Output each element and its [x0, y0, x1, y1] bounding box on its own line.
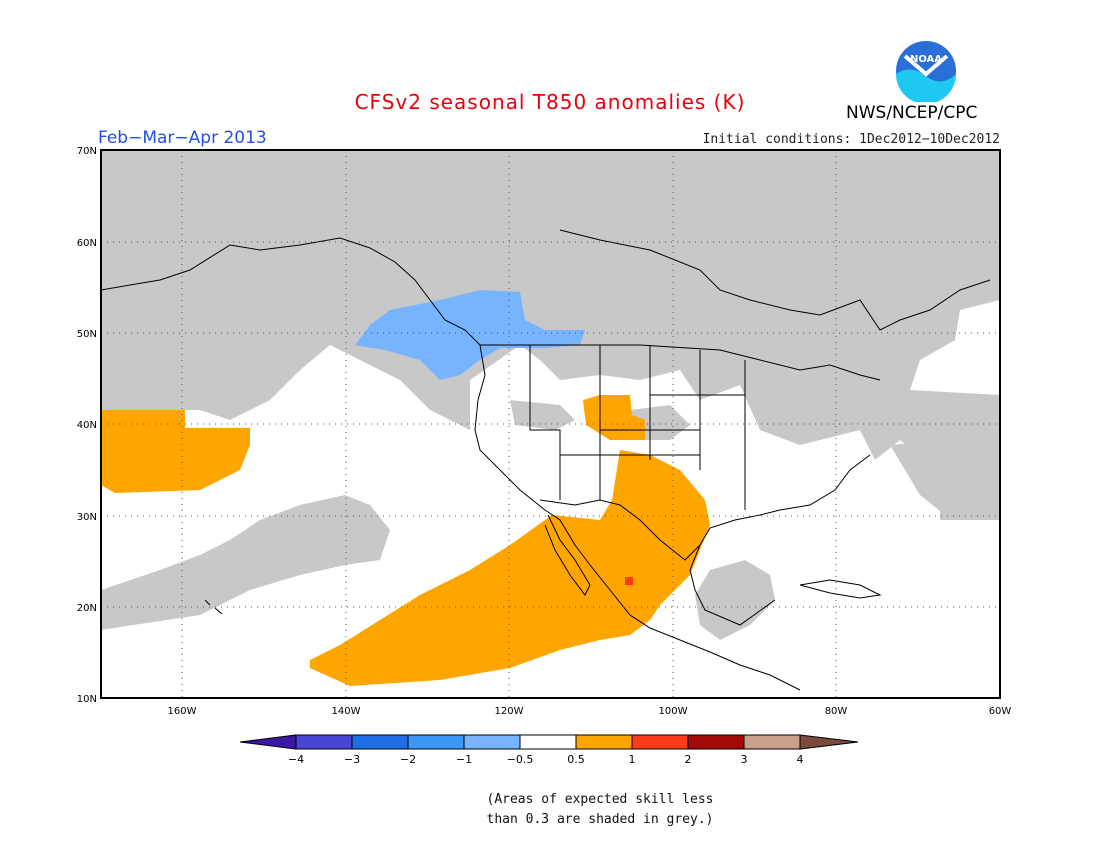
legend-cell — [631, 734, 689, 750]
grey-plains-blob — [510, 400, 575, 430]
grey-mid-pacific — [101, 495, 390, 630]
noaa-logo: NOAA — [896, 41, 956, 102]
orange-colorado-blob — [583, 395, 645, 440]
lat-label: 20N — [77, 603, 97, 614]
lat-label: 50N — [77, 329, 97, 340]
legend-cell — [295, 734, 353, 750]
legend-label: −1 — [456, 753, 472, 766]
legend-cell — [519, 734, 577, 750]
skill-note-line-1: (Areas of expected skill less — [486, 792, 714, 807]
hawaii-islands — [204, 599, 223, 615]
legend-cell — [799, 734, 859, 750]
lon-label: 60W — [989, 706, 1012, 717]
legend-cell — [743, 734, 801, 750]
us-mexico-border — [539, 499, 701, 561]
logo-text: NOAA — [910, 54, 942, 65]
us-canada-border — [480, 344, 881, 381]
lat-label: 70N — [77, 146, 97, 157]
lon-label: 120W — [495, 706, 524, 717]
legend-label: 4 — [797, 753, 804, 766]
legend-label: 0.5 — [567, 753, 585, 766]
legend-label: 1 — [629, 753, 636, 766]
lat-label: 30N — [77, 512, 97, 523]
grey-gulf — [695, 560, 775, 640]
baja-peninsula — [544, 514, 591, 596]
hot-spot-cell — [625, 577, 633, 585]
legend-cell — [463, 734, 521, 750]
legend-label: −2 — [400, 753, 416, 766]
forecast-period: Feb−Mar−Apr 2013 — [98, 128, 267, 148]
legend-label: −0.5 — [507, 753, 534, 766]
legend-label: −3 — [344, 753, 360, 766]
legend-cell — [575, 734, 633, 750]
lat-label: 60N — [77, 238, 97, 249]
positive-anomaly-shading — [101, 395, 710, 686]
agency-label: NWS/NCEP/CPC — [846, 103, 978, 123]
lon-label: 160W — [168, 706, 197, 717]
gulf-of-mexico-coast — [689, 454, 871, 626]
longitude-labels: 160W 140W 120W 100W 80W 60W — [168, 706, 1012, 717]
state-lines — [529, 345, 746, 510]
legend-labels: −4 −3 −2 −1 −0.5 0.5 1 2 3 4 — [288, 753, 804, 766]
lon-label: 140W — [332, 706, 361, 717]
lon-label: 80W — [825, 706, 848, 717]
orange-central-pacific — [101, 410, 250, 493]
coastlines — [101, 229, 991, 691]
orange-mexico-swath — [310, 450, 710, 686]
legend-cell — [407, 734, 465, 750]
legend-label: −4 — [288, 753, 304, 766]
chart-title: CFSv2 seasonal T850 anomalies (K) — [354, 90, 746, 114]
cuba-outline — [799, 579, 882, 599]
canada-arctic-coast — [559, 229, 991, 331]
latitude-labels: 70N 60N 50N 40N 30N 20N 10N — [77, 146, 97, 705]
legend-label: 2 — [685, 753, 692, 766]
legend-cell — [351, 734, 409, 750]
map-frame — [100, 149, 1001, 699]
legend-cell — [239, 734, 297, 750]
lon-label: 100W — [659, 706, 688, 717]
alaska-coast — [101, 237, 486, 376]
skill-note-line-2: than 0.3 are shaded in grey.) — [486, 812, 714, 827]
grey-east-atlantic — [890, 430, 1000, 520]
lat-label: 10N — [77, 694, 97, 705]
legend-label: 3 — [741, 753, 748, 766]
us-west-coast — [474, 374, 801, 691]
initial-conditions: Initial conditions: 1Dec2012−10Dec2012 — [702, 132, 1000, 147]
graticule — [101, 150, 1000, 698]
lat-label: 40N — [77, 420, 97, 431]
legend-cell — [687, 734, 745, 750]
color-legend — [239, 734, 859, 750]
